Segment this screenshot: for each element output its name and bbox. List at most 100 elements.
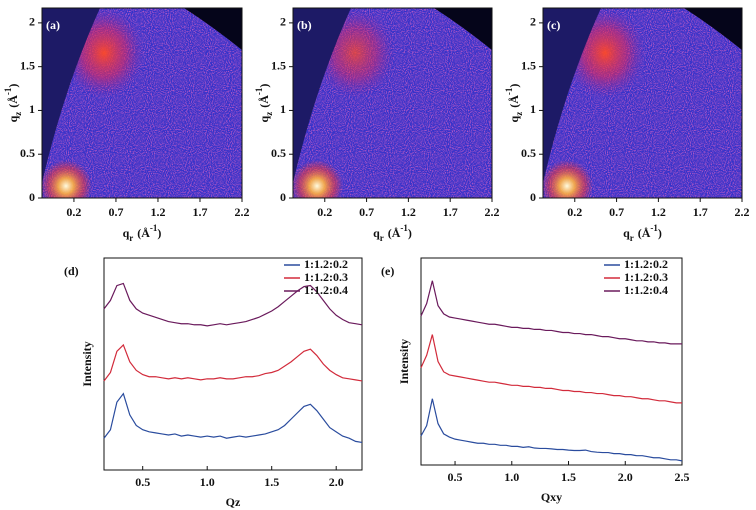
axis-label-part: r [129,233,133,243]
axis-label-part: z [13,112,23,116]
axis-label-part: ) [257,84,271,88]
series-line [103,392,363,444]
axis-label-part: z [514,112,524,116]
blind-region [684,8,742,50]
y-axis-label: Intensity [80,341,94,386]
hot-spot [293,160,343,198]
series-line [103,282,363,327]
frame [292,7,493,199]
legend-label: 1:1.2:0.4 [304,283,348,297]
panel-label: (d) [64,264,79,278]
shadow-region [543,8,601,183]
x-tick-label: 0.7 [359,205,374,219]
x-tick-label: 1.5 [561,470,576,484]
series-line [420,334,682,404]
blind-region [434,8,492,50]
y-tick-label: 1 [280,102,286,116]
axis-label-part: ) [658,226,662,240]
x-tick-label: 0.7 [609,205,624,219]
shadow-region [293,8,351,183]
x-axis-label: Qz [226,495,241,509]
x-tick-label: 1.7 [192,205,207,219]
frame [420,257,683,466]
axis-label-part: (Å [507,95,521,108]
axis-label-part: -1 [150,223,158,233]
y-tick-label: 1 [29,102,35,116]
y-tick-label: 0 [530,190,536,204]
legend-label: 1:1.2:0.2 [304,257,348,271]
axis-label-part: ) [408,226,412,240]
x-tick-label: 1.7 [693,205,708,219]
axis-label-part: q [123,226,130,240]
axis-label-part: -1 [400,223,408,233]
hot-spot [42,160,92,198]
legend-label: 1:1.2:0.4 [624,283,668,297]
axis-label: qz (Å-1) [3,84,23,123]
x-tick-label: 2.0 [329,475,344,489]
heatmap-image [293,8,492,198]
axis-label: qr (Å-1) [123,223,162,243]
axis-label: qz (Å-1) [504,84,524,123]
x-tick-label: 1.2 [401,205,416,219]
x-tick-label: 0.2 [66,205,81,219]
x-tick-label: 2.0 [618,470,633,484]
x-axis-label: Qxy [541,490,562,504]
axis-label-part: (Å [388,226,401,240]
panel-label: (e) [381,264,394,278]
shadow-region [42,8,100,183]
x-tick-label: 2.2 [235,205,250,219]
axis-label-part: -1 [650,223,658,233]
y-tick-label: 2 [29,15,35,29]
axis-label-part: (Å [638,226,651,240]
x-tick-label: 1.0 [200,475,215,489]
x-tick-label: 0.5 [448,470,463,484]
hot-spot [543,160,593,198]
x-tick-label: 0.2 [567,205,582,219]
axis-label: qr (Å-1) [623,223,662,243]
axis-label-part: ) [6,84,20,88]
x-tick-label: 1.7 [443,205,458,219]
axis-label-part: -1 [254,87,264,95]
x-tick-label: 0.2 [317,205,332,219]
axis-label-part: r [630,233,634,243]
x-tick-label: 2.2 [485,205,500,219]
legend-label: 1:1.2:0.3 [304,270,348,284]
legend-label: 1:1.2:0.3 [624,270,668,284]
x-tick-label: 2.5 [675,470,690,484]
x-tick-label: 2.2 [735,205,750,219]
y-tick-label: 2 [280,15,286,29]
axis-label-part: (Å [257,95,271,108]
x-tick-label: 1.2 [651,205,666,219]
x-tick-label: 1.2 [150,205,165,219]
frame [41,7,243,199]
axis-label-part: -1 [3,87,13,95]
axis-label-part: ) [507,84,521,88]
y-tick-label: 1.5 [271,58,286,72]
y-tick-label: 0 [280,190,286,204]
axis-label-part: q [257,115,271,122]
axis-label-part: ) [157,226,161,240]
frame [103,257,363,471]
axis-label-part: q [507,115,521,122]
frame [542,7,743,199]
axis-label: qr (Å-1) [373,223,412,243]
axis-label: qz (Å-1) [254,84,274,123]
x-tick-label: 1.0 [504,470,519,484]
series-line [420,280,682,345]
series-line [103,343,363,382]
panel-label: (b) [297,18,312,32]
heatmap-image [543,8,742,198]
blind-region [184,8,242,50]
panel-label: (a) [46,18,60,32]
y-tick-label: 0.5 [271,146,286,160]
axis-label-part: q [6,115,20,122]
x-tick-label: 0.7 [108,205,123,219]
y-tick-label: 1.5 [521,58,536,72]
y-tick-label: 1 [530,102,536,116]
axis-label-part: r [380,233,384,243]
panel-label: (c) [547,18,560,32]
y-axis-label: Intensity [397,339,411,384]
heatmap-image [42,8,242,198]
axis-label-part: q [373,226,380,240]
